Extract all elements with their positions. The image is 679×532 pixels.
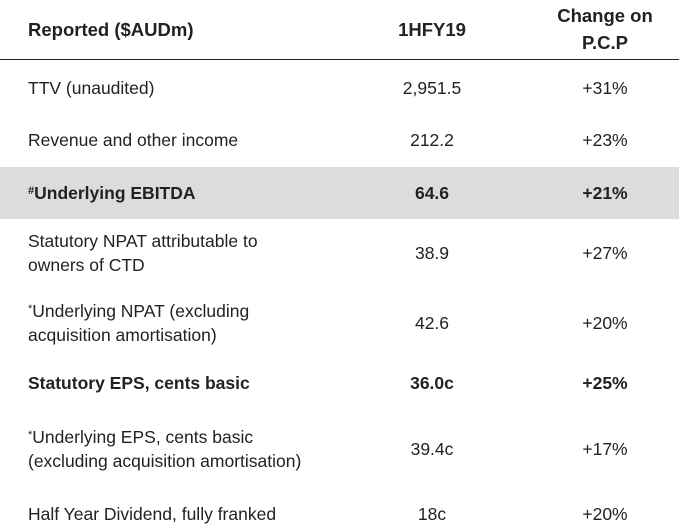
row-change: +20% <box>582 313 628 333</box>
row-value: 38.9 <box>414 243 450 263</box>
header-label: Reported ($AUDm) <box>28 19 194 40</box>
table-row-half-year-dividend: Half Year Dividend, fully franked 18c +2… <box>0 483 679 532</box>
row-label: *Underlying NPAT (excluding acquisition … <box>28 299 358 347</box>
table-row-underlying-eps: *Underlying EPS, cents basic (excluding … <box>0 411 679 483</box>
table-row-statutory-eps: Statutory EPS, cents basic 36.0c +25% <box>0 359 679 411</box>
header-change: Change on P.C.P <box>530 2 679 56</box>
header-change-line1: Change on <box>557 5 653 26</box>
row-label: Statutory EPS, cents basic <box>28 373 250 393</box>
row-label: #Underlying EBITDA <box>28 181 358 205</box>
row-label-text: Underlying NPAT (excluding <box>32 301 250 321</box>
row-label: Statutory NPAT attributable to owners of… <box>28 229 358 277</box>
row-value: 64.6 <box>414 183 450 203</box>
row-value: 39.4c <box>410 439 454 459</box>
row-label-line2: (excluding acquisition amortisation) <box>28 451 302 471</box>
row-label: *Underlying EPS, cents basic (excluding … <box>28 425 358 473</box>
header-period: 1HFY19 <box>398 19 466 40</box>
row-label: TTV (unaudited) <box>28 78 155 98</box>
row-value: 18c <box>417 504 447 524</box>
row-change: +23% <box>582 130 628 150</box>
row-label-text: Underlying EPS, cents basic <box>32 427 254 447</box>
row-label: Half Year Dividend, fully franked <box>28 504 277 524</box>
header-change-line2: P.C.P <box>582 32 628 53</box>
footnote-marker: * <box>28 429 33 441</box>
row-label-line1: Statutory NPAT attributable to <box>28 231 258 251</box>
footnote-marker: # <box>28 185 35 197</box>
row-change: +31% <box>582 78 628 98</box>
row-label-line2: acquisition amortisation) <box>28 325 217 345</box>
table-row-ttv: TTV (unaudited) 2,951.5 +31% <box>0 62 679 114</box>
table-row-statutory-npat: Statutory NPAT attributable to owners of… <box>0 219 679 287</box>
row-change: +21% <box>582 183 628 203</box>
table-header: Reported ($AUDm) 1HFY19 Change on P.C.P <box>0 0 679 60</box>
table-row-revenue: Revenue and other income 212.2 +23% <box>0 114 679 166</box>
row-label-line2: owners of CTD <box>28 255 145 275</box>
row-label-line1: *Underlying EPS, cents basic <box>28 425 358 449</box>
row-change: +17% <box>582 439 628 459</box>
row-label: Revenue and other income <box>28 130 239 150</box>
row-label-text: Underlying EBITDA <box>34 183 196 203</box>
row-value: 2,951.5 <box>402 78 462 98</box>
row-value: 36.0c <box>410 373 454 393</box>
footnote-marker: * <box>28 303 33 315</box>
table-row-underlying-npat: *Underlying NPAT (excluding acquisition … <box>0 287 679 359</box>
row-change: +25% <box>582 373 628 393</box>
row-value: 212.2 <box>410 130 454 150</box>
table-row-underlying-ebitda: #Underlying EBITDA 64.6 +21% <box>0 167 679 219</box>
row-change: +27% <box>582 243 628 263</box>
row-change: +20% <box>582 504 628 524</box>
row-label-line1: *Underlying NPAT (excluding <box>28 299 358 323</box>
row-value: 42.6 <box>414 313 450 333</box>
